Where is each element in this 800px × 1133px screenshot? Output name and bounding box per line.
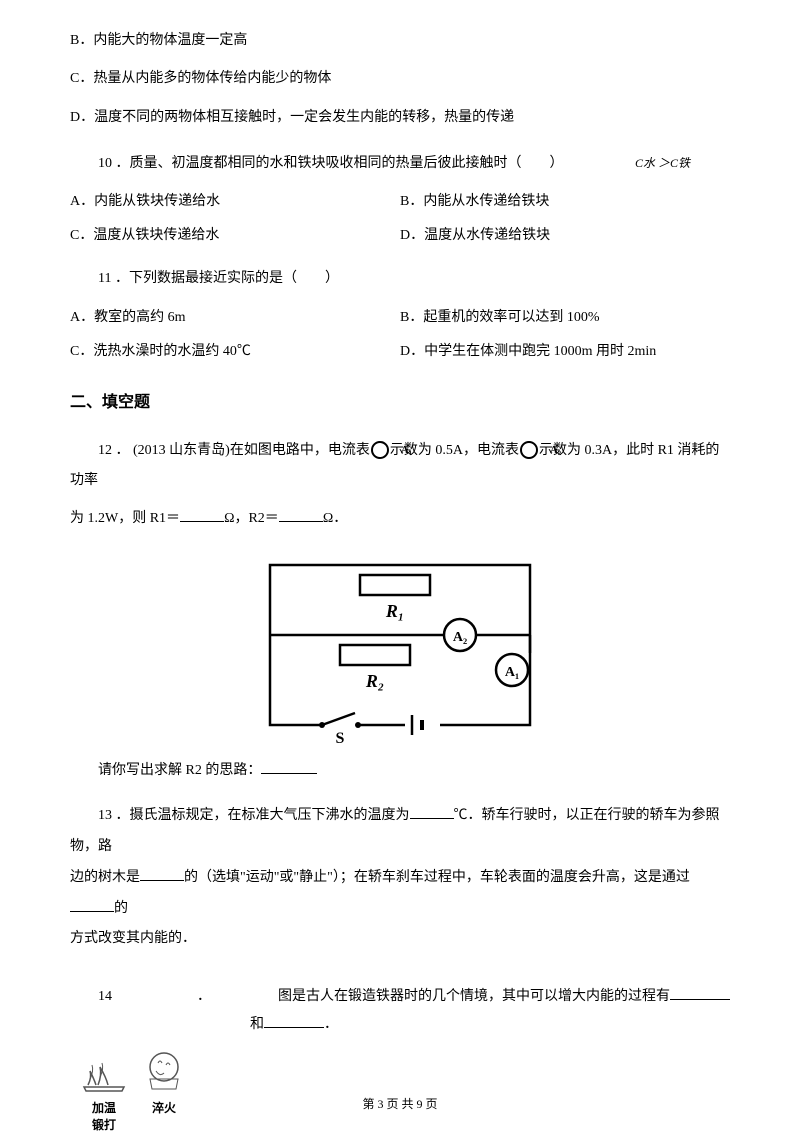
q14-text-b: 和 [250, 1017, 264, 1032]
q12-pre: 12 ． (2013 山东青岛)在如图电路中，电流表 [98, 443, 370, 458]
heating-icon [80, 1049, 128, 1093]
q12-line2: 为 1.2W，则 R1＝ Ω，R2＝ Ω． [70, 505, 730, 533]
circuit-r2-label: R₂ [365, 671, 384, 691]
q14-text-a: 图是古人在锻造铁器时的几个情境，其中可以增大内能的过程有 [278, 989, 670, 1004]
q14-text-wrap: 图是古人在锻造铁器时的几个情境，其中可以增大内能的过程有和 ． [250, 983, 730, 1039]
circuit-s-label: S [336, 730, 345, 745]
blank-r2-thought[interactable] [261, 758, 317, 774]
q13-line2: 边的树木是 的（选填"运动"或"静止"）；在轿车刹车过程中，车轮表面的温度会升高，… [70, 863, 730, 925]
circuit-diagram: R₁ R₂ A₂ A₁ S [70, 545, 730, 750]
blank-temperature[interactable] [410, 803, 454, 819]
q12-ohm1: Ω，R2＝ [224, 511, 279, 526]
question-13: 13 ．摄氏温标规定，在标准大气压下沸水的温度为℃．轿车行驶时，以正在行驶的轿车… [70, 801, 730, 863]
q10-text: 10 ．质量、初温度都相同的水和铁块吸收相同的热量后彼此接触时（ ） [98, 156, 564, 171]
q11-row1: A．教室的高约 6m B．起重机的效率可以达到 100% [70, 306, 730, 326]
q14-dot: ． [130, 983, 250, 1011]
section-2-title: 二、填空题 [70, 388, 730, 412]
page-footer: 第 3 页 共 9 页 [0, 1095, 800, 1112]
question-10-stem: 10 ．质量、初温度都相同的水和铁块吸收相同的热量后彼此接触时（ ） C水 ＞C… [70, 151, 730, 176]
option-d: D．温度不同的两物体相互接触时，一定会发生内能的转移，热量的传递 [70, 107, 730, 129]
blank-r2[interactable] [279, 506, 323, 522]
option-c: C．热量从内能多的物体传给内能少的物体 [70, 68, 730, 90]
q11-row2: C．洗热水澡时的水温约 40℃ D．中学生在体测中跑完 1000m 用时 2mi… [70, 340, 730, 360]
ammeter-a2-icon: A₂ [520, 441, 538, 459]
q10-row1: A．内能从铁块传递给水 B．内能从水传递给铁块 [70, 190, 730, 210]
q10-a: A．内能从铁块传递给水 [70, 190, 400, 210]
q13-p3: 方式改变其内能的． [70, 931, 196, 946]
q13-line3: 方式改变其内能的． [70, 924, 730, 955]
q10-note: C水 ＞C铁 [607, 153, 690, 175]
q13-p2a: 边的树木是 [70, 870, 140, 885]
option-b: B．内能大的物体温度一定高 [70, 30, 730, 52]
q14-text-c: ． [324, 1017, 338, 1032]
blank-process1[interactable] [670, 984, 730, 1000]
blank-motion[interactable] [140, 865, 184, 881]
q12-ohm2: Ω． [323, 511, 347, 526]
q13-p2c: 的 [114, 901, 128, 916]
ancient-cuihuo: 淬火 [140, 1049, 188, 1133]
blank-r1[interactable] [180, 506, 224, 522]
q13-p2b: 的（选填"运动"或"静止"）；在轿车刹车过程中，车轮表面的温度会升高，这是通过 [184, 870, 690, 885]
q12-followup-text: 请你写出求解 R2 的思路： [98, 763, 261, 778]
ancient-images: 加温 锻打 淬火 [80, 1049, 730, 1133]
circuit-r1-label: R₁ [385, 601, 404, 621]
question-11-stem: 11 ．下列数据最接近实际的是（ ） [70, 266, 730, 291]
q13-p1a: 13 ．摄氏温标规定，在标准大气压下沸水的温度为 [98, 808, 410, 823]
q11-d: D．中学生在体测中跑完 1000m 用时 2min [400, 340, 730, 360]
q11-a: A．教室的高约 6m [70, 306, 400, 326]
q12-mid1: 示数为 0.5A，电流表 [390, 443, 519, 458]
q10-d: D．温度从水传递给铁块 [400, 224, 730, 244]
quenching-icon [140, 1049, 188, 1093]
q10-c: C．温度从铁块传递给水 [70, 224, 400, 244]
blank-process2[interactable] [264, 1012, 324, 1028]
question-12-stem: 12 ． (2013 山东青岛)在如图电路中，电流表A₁示数为 0.5A，电流表… [70, 436, 730, 498]
q11-b: B．起重机的效率可以达到 100% [400, 306, 730, 326]
q11-c: C．洗热水澡时的水温约 40℃ [70, 340, 400, 360]
q12-followup: 请你写出求解 R2 的思路： [70, 758, 730, 779]
ammeter-a1-icon: A₁ [371, 441, 389, 459]
blank-method[interactable] [70, 896, 114, 912]
q14-num: 14 [70, 983, 130, 1011]
duanda-label: 锻打 [80, 1116, 128, 1133]
circuit-a1-label: A₁ [505, 665, 519, 680]
q12-after: 为 1.2W，则 R1＝ [70, 511, 180, 526]
circuit-a2-label: A₂ [453, 630, 467, 645]
q10-b: B．内能从水传递给铁块 [400, 190, 730, 210]
q10-row2: C．温度从铁块传递给水 D．温度从水传递给铁块 [70, 224, 730, 244]
question-14: 14 ． 图是古人在锻造铁器时的几个情境，其中可以增大内能的过程有和． [70, 983, 730, 1039]
ancient-jiawen: 加温 锻打 [80, 1049, 128, 1133]
